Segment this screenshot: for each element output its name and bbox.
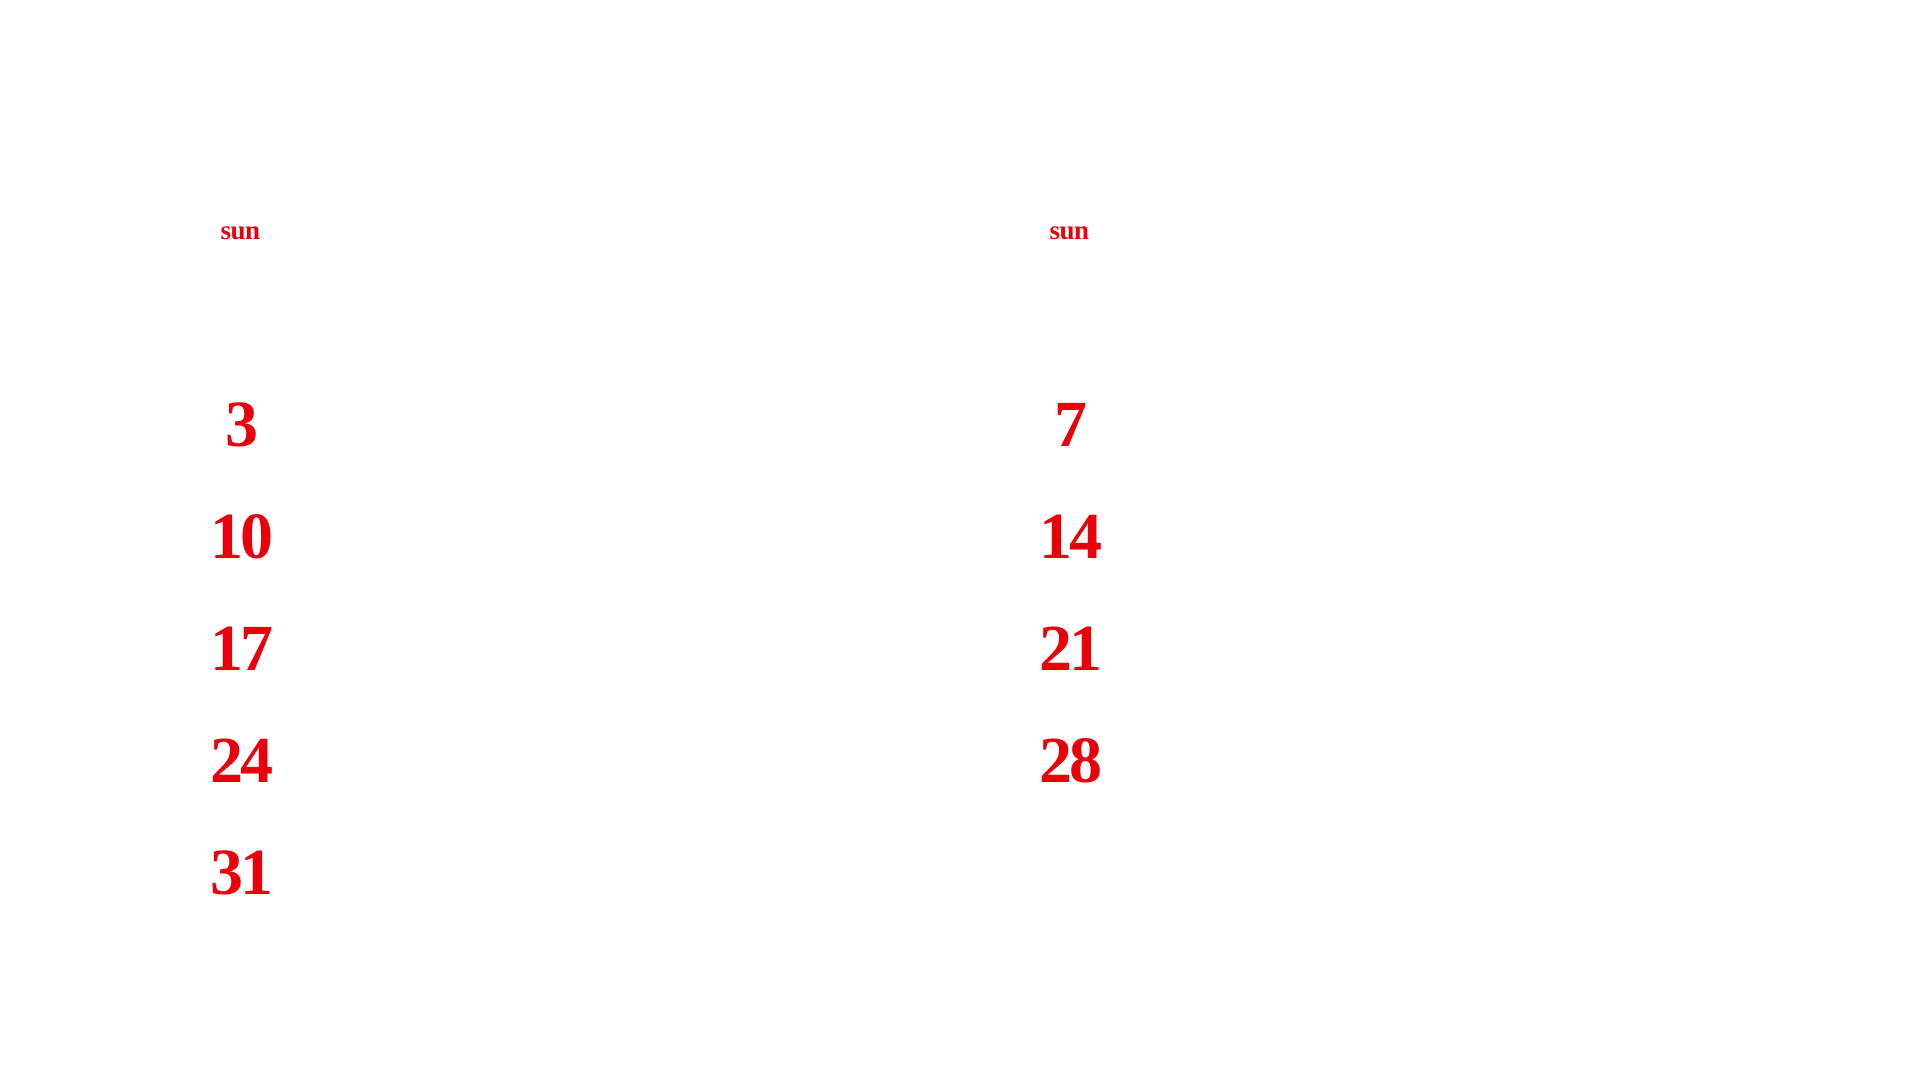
date-cell: 31 [210,836,273,909]
date-list: 3 10 17 24 31 [160,380,320,940]
date-cell: 3 [225,388,258,461]
date-cell: 24 [210,724,273,797]
date-cell: 21 [1039,612,1102,685]
date-cell: 14 [1039,500,1102,573]
date-cell: 10 [210,500,273,573]
date-cell: 28 [1039,724,1102,797]
date-cell: 7 [1054,388,1087,461]
date-cell: 17 [210,612,273,685]
day-header: sun [1049,215,1089,245]
day-header: sun [220,215,260,245]
date-list: 7 14 21 28 [989,380,1149,828]
